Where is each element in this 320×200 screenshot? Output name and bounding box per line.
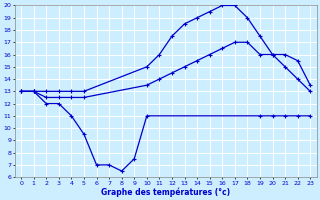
X-axis label: Graphe des températures (°c): Graphe des températures (°c) xyxy=(101,187,230,197)
